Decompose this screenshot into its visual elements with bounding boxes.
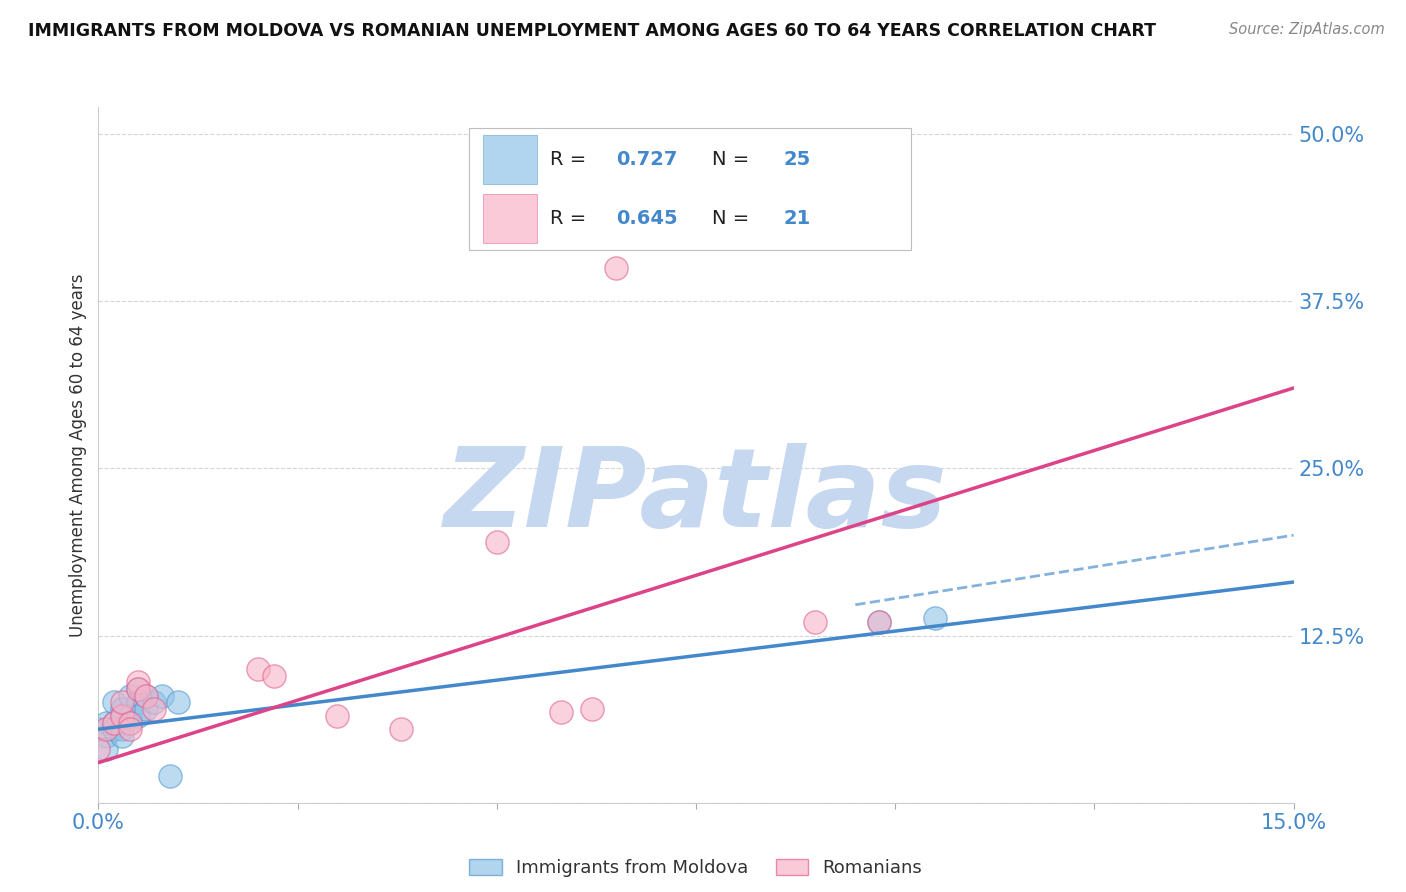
Text: 0.645: 0.645 [616, 209, 678, 227]
Y-axis label: Unemployment Among Ages 60 to 64 years: Unemployment Among Ages 60 to 64 years [69, 273, 87, 637]
Point [127, 681, 149, 696]
Text: 21: 21 [783, 209, 810, 227]
Point [111, 708, 134, 723]
Text: R =: R = [550, 150, 593, 169]
Point [485, 535, 508, 549]
Point [135, 689, 157, 703]
Point [135, 689, 157, 703]
Point [103, 715, 125, 730]
Point [127, 675, 149, 690]
Bar [484, 135, 537, 184]
Point [96, 729, 118, 743]
Point [120, 689, 142, 703]
Point [103, 696, 125, 710]
Point [127, 696, 149, 710]
Text: N =: N = [711, 209, 755, 227]
Point [159, 769, 181, 783]
Bar [484, 194, 537, 243]
Point [581, 702, 603, 716]
Text: 25: 25 [783, 150, 810, 169]
Point [868, 615, 890, 630]
Point [120, 708, 142, 723]
Point [103, 723, 125, 737]
Point [868, 615, 890, 630]
Point [389, 723, 412, 737]
Text: Source: ZipAtlas.com: Source: ZipAtlas.com [1229, 22, 1385, 37]
Point [135, 702, 157, 716]
Point [167, 696, 190, 710]
Text: ZIPatlas: ZIPatlas [444, 443, 948, 550]
FancyBboxPatch shape [470, 128, 911, 250]
Point [103, 715, 125, 730]
Point [120, 715, 142, 730]
Point [120, 715, 142, 730]
Point [326, 708, 349, 723]
Point [127, 681, 149, 696]
Point [804, 615, 827, 630]
Point [96, 715, 118, 730]
Point [96, 723, 118, 737]
Point [120, 723, 142, 737]
Point [87, 723, 110, 737]
Point [263, 669, 285, 683]
Point [605, 260, 627, 275]
Legend: Immigrants from Moldova, Romanians: Immigrants from Moldova, Romanians [463, 852, 929, 884]
Point [550, 705, 572, 719]
Point [96, 742, 118, 756]
Point [143, 702, 166, 716]
Text: IMMIGRANTS FROM MOLDOVA VS ROMANIAN UNEMPLOYMENT AMONG AGES 60 TO 64 YEARS CORRE: IMMIGRANTS FROM MOLDOVA VS ROMANIAN UNEM… [28, 22, 1156, 40]
Point [924, 611, 946, 625]
Point [111, 702, 134, 716]
Text: 0.727: 0.727 [616, 150, 678, 169]
Point [87, 742, 110, 756]
Text: R =: R = [550, 209, 593, 227]
Point [127, 708, 149, 723]
Point [150, 689, 173, 703]
Point [111, 729, 134, 743]
Text: N =: N = [711, 150, 755, 169]
Point [143, 696, 166, 710]
Point [111, 723, 134, 737]
Point [246, 662, 269, 676]
Point [111, 708, 134, 723]
Point [111, 696, 134, 710]
